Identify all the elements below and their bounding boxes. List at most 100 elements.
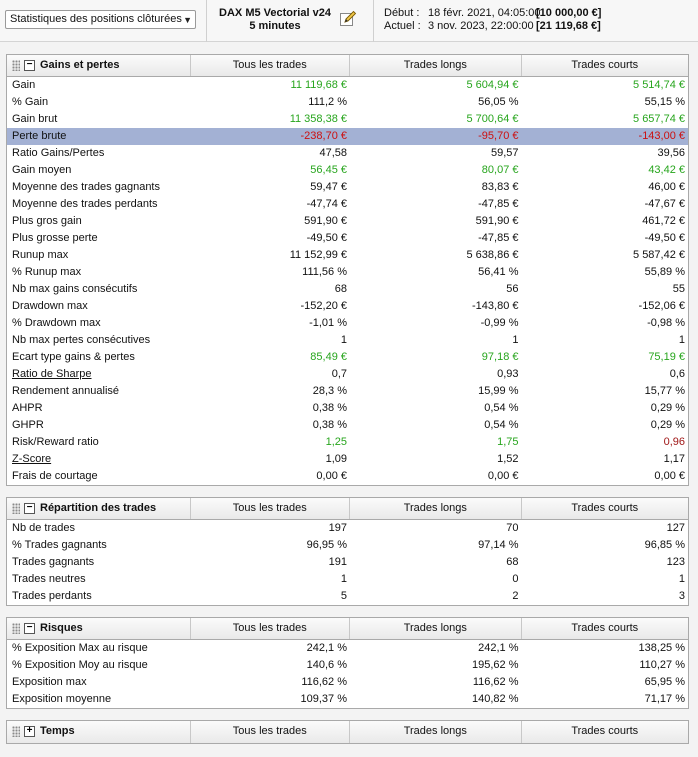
table-row[interactable]: Ratio Gains/Pertes 47,58 59,57 39,56 (7, 145, 688, 162)
cell-value: 83,83 € (481, 181, 519, 193)
table-row[interactable]: Frais de courtage 0,00 € 0,00 € 0,00 € (7, 468, 688, 485)
cell-value: 138,25 % (638, 642, 686, 654)
table-row[interactable]: Rendement annualisé 28,3 % 15,99 % 15,77 % (7, 383, 688, 400)
table-row[interactable]: % Exposition Max au risque 242,1 % 242,1 %… (7, 640, 688, 657)
cell-value: 0,7 (331, 368, 347, 380)
collapse-icon[interactable]: − (24, 60, 35, 71)
row-label-text[interactable]: Z-Score (12, 453, 52, 465)
table-row[interactable]: Z-Score 1,09 1,52 1,17 (7, 451, 688, 468)
table-row[interactable]: Gain moyen 56,45 € 80,07 € 43,42 € (7, 162, 688, 179)
table-row[interactable]: GHPR 0,38 % 0,54 % 0,29 % (7, 417, 688, 434)
cell-value: 11 119,68 € (290, 79, 347, 91)
table-row[interactable]: Gain brut 11 358,38 € 5 700,64 € 5 657,74 € (7, 111, 688, 128)
cell-value: -47,85 € (478, 232, 519, 244)
table-row[interactable]: % Trades gagnants 96,95 % 97,14 % 96,85 % (7, 537, 688, 554)
table-row[interactable]: Drawdown max -152,20 € -143,80 € -152,06 € (7, 298, 688, 315)
table-row[interactable]: Moyenne des trades gagnants 59,47 € 83,83 … (7, 179, 688, 196)
row-label: % Drawdown max (7, 315, 190, 332)
table-row[interactable]: Exposition max 116,62 % 116,62 % 65,95 % (7, 674, 688, 691)
cell-value: 5 604,94 € (466, 79, 519, 91)
section-panel: + Temps Tous les trades Trades longs Trades … (6, 720, 689, 744)
cell-value: 591,90 € (475, 215, 519, 227)
table-row[interactable]: % Gain 111,2 % 56,05 % 55,15 % (7, 94, 688, 111)
table-row[interactable]: % Exposition Moy au risque 140,6 % 195,62 … (7, 657, 688, 674)
row-label-text: % Exposition Max au risque (12, 642, 148, 654)
expand-icon[interactable]: + (24, 726, 35, 737)
cell-value: 1,52 (497, 453, 519, 465)
table-row[interactable]: Ecart type gains & pertes 85,49 € 97,18 € 7… (7, 349, 688, 366)
table-row[interactable]: Exposition moyenne 109,37 % 140,82 % 71,17 … (7, 691, 688, 708)
cell-value: 1,25 (325, 436, 347, 448)
view-select[interactable]: Statistiques des positions clôturées ▼ (5, 10, 196, 29)
column-header[interactable]: Trades longs (350, 721, 522, 743)
cell-value: 96,85 % (644, 539, 686, 551)
drag-handle-icon[interactable] (12, 60, 20, 71)
table-row[interactable]: Ratio de Sharpe 0,7 0,93 0,6 (7, 366, 688, 383)
cell-value: 116,62 % (301, 676, 347, 688)
table-row[interactable]: Moyenne des trades perdants -47,74 € -47,8… (7, 196, 688, 213)
cell-value: -0,99 % (480, 317, 519, 329)
column-header[interactable]: Trades courts (571, 725, 639, 737)
table-row[interactable]: Risk/Reward ratio 1,25 1,75 0,96 (7, 434, 688, 451)
cell-value: 0,54 % (484, 419, 519, 431)
table-body: % Exposition Max au risque 242,1 % 242,1 %… (7, 640, 688, 708)
cell-value: 0,29 % (650, 419, 686, 431)
row-label-text: % Exposition Moy au risque (12, 659, 148, 671)
table-row[interactable]: % Drawdown max -1,01 % -0,99 % -0,98 % (7, 315, 688, 332)
section-header: − Répartition des trades Tous les trades Tr… (7, 498, 688, 520)
row-label: Rendement annualisé (7, 383, 190, 400)
cell-value: 96,95 % (306, 539, 347, 551)
cell-value: 43,42 € (648, 164, 686, 176)
cell-value: 5 638,86 € (466, 249, 519, 261)
row-label: % Exposition Max au risque (7, 640, 190, 657)
cell-value: 0,38 % (312, 419, 347, 431)
cell-value: -1,01 % (309, 317, 347, 329)
cell-value: 110,27 % (639, 659, 686, 671)
cell-value: 195,62 % (472, 659, 519, 671)
table-row[interactable]: Runup max 11 152,99 € 5 638,86 € 5 587,42 € (7, 247, 688, 264)
drag-handle-icon[interactable] (12, 503, 20, 514)
separator (206, 0, 207, 42)
table-row[interactable]: Nb max pertes consécutives 1 1 1 (7, 332, 688, 349)
table-row[interactable]: Trades neutres 1 0 1 (7, 571, 688, 588)
table-row[interactable]: Nb max gains consécutifs 68 56 55 (7, 281, 688, 298)
cell-value: 1 (678, 334, 686, 346)
row-label: Nb max pertes consécutives (7, 332, 190, 349)
row-label: % Gain (7, 94, 190, 111)
cell-value: -49,50 € (644, 232, 686, 244)
table-row[interactable]: Trades gagnants 191 68 123 (7, 554, 688, 571)
table-row[interactable]: % Runup max 111,56 % 56,41 % 55,89 % (7, 264, 688, 281)
cell-value: 123 (666, 556, 686, 568)
column-header[interactable]: Trades longs (350, 55, 522, 76)
column-header[interactable]: Trades longs (350, 498, 522, 519)
column-header[interactable]: Trades longs (350, 618, 522, 639)
table-row[interactable]: AHPR 0,38 % 0,54 % 0,29 % (7, 400, 688, 417)
column-header[interactable]: Trades courts (571, 622, 639, 634)
table-row[interactable]: Plus grosse perte -49,50 € -47,85 € -49,50 … (7, 230, 688, 247)
row-label-text: Nb de trades (12, 522, 75, 534)
row-label: GHPR (7, 417, 190, 434)
drag-handle-icon[interactable] (12, 726, 20, 737)
cell-value: 2 (512, 590, 519, 602)
table-row[interactable]: Perte brute -238,70 € -95,70 € -143,00 € (7, 128, 688, 145)
edit-pencil-icon[interactable] (339, 10, 357, 28)
row-label-text[interactable]: Ratio de Sharpe (12, 368, 92, 380)
table-row[interactable]: Nb de trades 197 70 127 (7, 520, 688, 537)
column-header[interactable]: Tous les trades (191, 55, 351, 76)
column-header[interactable]: Trades courts (571, 502, 639, 514)
column-header[interactable]: Tous les trades (191, 721, 351, 743)
row-label-text: Exposition moyenne (12, 693, 112, 705)
column-header[interactable]: Trades courts (571, 59, 639, 71)
collapse-icon[interactable]: − (24, 503, 35, 514)
collapse-icon[interactable]: − (24, 623, 35, 634)
row-label-text: Trades neutres (12, 573, 86, 585)
table-row[interactable]: Plus gros gain 591,90 € 591,90 € 461,72 € (7, 213, 688, 230)
row-label-text: Ratio Gains/Pertes (12, 147, 105, 159)
row-label-text: Trades gagnants (12, 556, 95, 568)
cell-value: 111,2 % (308, 96, 347, 108)
table-row[interactable]: Trades perdants 5 2 3 (7, 588, 688, 605)
column-header[interactable]: Tous les trades (191, 498, 351, 519)
column-header[interactable]: Tous les trades (191, 618, 351, 639)
drag-handle-icon[interactable] (12, 623, 20, 634)
table-row[interactable]: Gain 11 119,68 € 5 604,94 € 5 514,74 € (7, 77, 688, 94)
